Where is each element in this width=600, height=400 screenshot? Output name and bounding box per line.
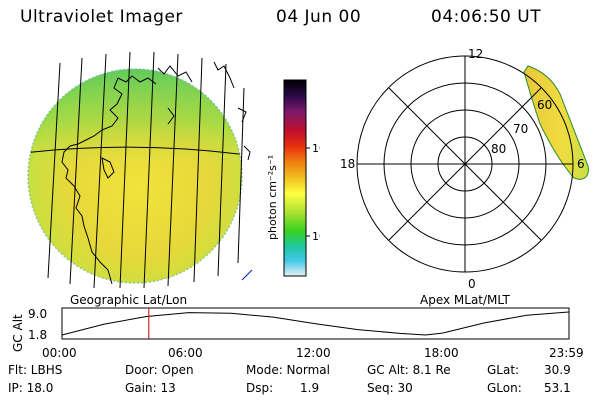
altitude-axis-label: GC Alt [11,314,25,352]
mlt-label-0: 0 [468,277,476,290]
parallel-lines [28,146,242,157]
altitude-plot-frame [61,307,570,340]
seq-info: Seq: 30 [367,381,413,395]
edge-mark [241,269,253,281]
altitude-xtick-4: 23:59 [549,346,584,360]
observation-time: 04:06:50 UT [431,7,542,27]
auroral-glow [28,69,242,283]
apex-caption: Apex MLat/MLT [420,293,510,307]
geographic-caption: Geographic Lat/Lon [70,293,188,307]
glat-value: 30.9 [544,363,571,377]
geographic-image [27,51,253,289]
mlat-label-80: 80 [491,142,506,156]
altitude-curve [61,311,569,336]
filter-info: Flt: LBHS [8,363,63,377]
polar-spokes [357,56,573,272]
gain-info: Gain: 13 [125,381,176,395]
altitude-xtick-0: 00:00 [42,346,77,360]
glon-label: GLon: [487,381,522,395]
altitude-xtick-3: 18:00 [424,346,459,360]
gc-altitude-info: GC Alt: 8.1 Re [367,363,451,377]
colorbar-tick-100: 100 [312,142,320,155]
mlt-label-18: 18 [340,157,355,171]
glat-label: GLat: [487,363,520,377]
color-scale: 100 10 photon cm⁻²s⁻¹ [266,79,320,277]
altitude-ytick-high: 9.0 [28,307,47,321]
colorbar-unit-label: photon cm⁻²s⁻¹ [266,155,279,240]
mlt-label-12: 12 [468,47,483,61]
colorbar-tick-10: 10 [312,230,320,243]
meridian-lines [47,51,245,289]
color-bar [283,79,307,277]
mlat-label-60: 60 [537,98,552,112]
altitude-xtick-2: 12:00 [296,346,331,360]
mlat-label-70: 70 [513,122,528,136]
altitude-ytick-low: 1.8 [28,328,47,342]
polar-plot: 12 0 18 6 60 70 80 [340,47,589,290]
dsp-value: 1.9 [300,381,320,395]
ip-info: IP: 18.0 [8,381,54,395]
mode-info: Mode: Normal [246,363,330,377]
altitude-plot: GC Alt 9.0 1.8 00:00 06:00 12:00 18:00 2… [11,307,584,360]
altitude-xtick-1: 06:00 [168,346,203,360]
dsp-label: Dsp: [246,381,274,395]
mlt-label-6: 6 [577,157,585,171]
glon-value: 53.1 [544,381,571,395]
instrument-title: Ultraviolet Imager [20,7,183,27]
coastline [61,61,251,285]
observation-date: 04 Jun 00 [276,7,362,27]
door-info: Door: Open [125,363,194,377]
